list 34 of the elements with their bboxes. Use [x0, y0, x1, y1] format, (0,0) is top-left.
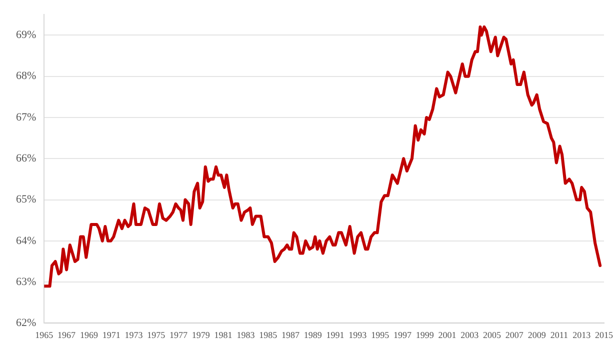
x-tick-label: 1977	[170, 330, 188, 340]
x-tick-label: 2015	[595, 330, 614, 340]
y-tick-label: 69%	[16, 29, 36, 42]
x-tick-label: 2003	[460, 330, 480, 340]
y-tick-label: 62%	[16, 317, 36, 330]
x-tick-label: 1981	[214, 330, 232, 340]
x-tick-label: 2009	[528, 330, 546, 340]
y-tick-label: 63%	[16, 276, 36, 288]
x-tick-label: 1993	[348, 330, 368, 340]
y-tick-label: 64%	[16, 234, 36, 247]
x-tick-label: 2013	[572, 330, 592, 340]
x-tick-label: 1979	[192, 330, 210, 340]
x-tick-label: 1999	[416, 330, 434, 340]
x-tick-label: 2001	[438, 330, 456, 340]
x-tick-label: 1997	[393, 330, 412, 340]
x-tick-label: 1985	[259, 330, 278, 340]
y-tick-label: 65%	[16, 194, 36, 206]
x-tick-label: 1995	[371, 330, 390, 340]
x-tick-label: 1975	[147, 330, 166, 340]
x-tick-label: 1971	[102, 330, 120, 340]
x-tick-label: 2007	[505, 330, 524, 340]
x-tick-label: 1965	[35, 330, 54, 340]
x-tick-label: 1969	[80, 330, 98, 340]
y-tick-label: 67%	[16, 111, 36, 124]
y-tick-label: 66%	[16, 152, 36, 165]
x-tick-label: 1967	[58, 330, 76, 340]
x-tick-label: 1989	[304, 330, 322, 340]
x-tick-label: 1987	[281, 330, 300, 340]
x-tick-label: 1973	[124, 330, 144, 340]
x-tick-label: 2005	[483, 330, 502, 340]
x-tick-label: 1983	[236, 330, 256, 340]
x-tick-label: 2011	[550, 330, 568, 340]
x-tick-label: 1991	[326, 330, 344, 340]
y-tick-label: 68%	[16, 70, 36, 82]
